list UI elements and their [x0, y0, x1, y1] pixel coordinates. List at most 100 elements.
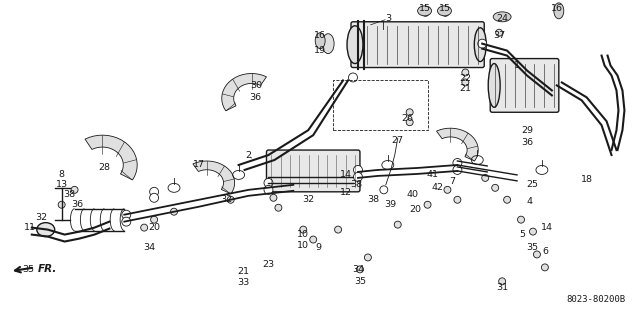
Text: FR.: FR. [38, 264, 57, 274]
Text: 8023-80200B: 8023-80200B [567, 295, 626, 304]
Circle shape [504, 196, 511, 203]
Text: 34: 34 [352, 265, 364, 274]
Text: 12: 12 [340, 188, 352, 197]
Polygon shape [436, 128, 478, 161]
Circle shape [518, 216, 525, 223]
Circle shape [227, 196, 234, 203]
Text: 22: 22 [460, 74, 471, 83]
Text: 13: 13 [56, 180, 68, 189]
Text: 2: 2 [246, 151, 252, 160]
Circle shape [310, 236, 317, 243]
Text: 20: 20 [148, 223, 160, 232]
Circle shape [453, 166, 462, 174]
FancyBboxPatch shape [490, 59, 559, 112]
Circle shape [364, 254, 371, 261]
Text: 10: 10 [297, 230, 309, 239]
Bar [333, 80, 428, 130]
Text: 38: 38 [350, 180, 362, 189]
Circle shape [444, 186, 451, 193]
Circle shape [122, 217, 131, 226]
Circle shape [406, 119, 413, 126]
Text: 36: 36 [72, 200, 84, 209]
Text: 32: 32 [221, 195, 233, 204]
Circle shape [353, 166, 362, 174]
Text: 28: 28 [99, 163, 111, 173]
Circle shape [170, 208, 177, 215]
Ellipse shape [474, 28, 486, 62]
Text: 16: 16 [314, 31, 326, 40]
Text: 24: 24 [496, 14, 508, 23]
Text: 31: 31 [496, 283, 508, 292]
Text: 9: 9 [315, 243, 321, 252]
Text: 20: 20 [410, 205, 422, 214]
Text: 8: 8 [59, 170, 65, 179]
Circle shape [300, 226, 307, 233]
Circle shape [264, 185, 273, 194]
Text: 38: 38 [63, 190, 76, 199]
Text: 5: 5 [519, 230, 525, 239]
Text: 15: 15 [438, 4, 451, 13]
Circle shape [150, 193, 159, 202]
Text: 32: 32 [302, 195, 314, 204]
Text: 17: 17 [193, 160, 205, 169]
Circle shape [270, 194, 277, 201]
Circle shape [58, 201, 65, 208]
Text: 39: 39 [385, 200, 397, 209]
Circle shape [462, 69, 469, 76]
Polygon shape [193, 161, 235, 194]
Text: 35: 35 [22, 265, 34, 274]
Text: 21: 21 [237, 267, 250, 276]
Circle shape [424, 201, 431, 208]
Text: 1: 1 [514, 61, 520, 70]
Text: 14: 14 [340, 170, 352, 179]
Circle shape [499, 278, 506, 285]
Circle shape [150, 187, 159, 196]
Ellipse shape [438, 6, 451, 16]
Text: 4: 4 [527, 197, 533, 206]
Text: 14: 14 [541, 223, 553, 232]
Circle shape [150, 216, 157, 223]
FancyBboxPatch shape [266, 150, 360, 192]
Circle shape [71, 186, 78, 193]
Circle shape [264, 178, 273, 187]
Ellipse shape [347, 26, 363, 63]
Circle shape [462, 79, 469, 86]
Circle shape [406, 109, 413, 116]
Ellipse shape [493, 12, 511, 22]
Text: 29: 29 [521, 126, 533, 135]
Circle shape [394, 221, 401, 228]
Ellipse shape [418, 6, 431, 16]
Text: 25: 25 [526, 180, 538, 189]
Circle shape [356, 266, 364, 273]
Circle shape [529, 228, 536, 235]
Text: 23: 23 [262, 260, 275, 269]
Text: 34: 34 [143, 243, 156, 252]
Text: 18: 18 [580, 175, 593, 184]
Text: 27: 27 [392, 136, 404, 145]
Circle shape [534, 251, 540, 258]
Circle shape [442, 9, 449, 16]
Circle shape [349, 73, 358, 82]
Text: 42: 42 [431, 183, 444, 192]
FancyBboxPatch shape [351, 22, 484, 68]
Text: 36: 36 [521, 137, 533, 147]
Text: 35: 35 [354, 277, 366, 286]
Text: 10: 10 [297, 241, 309, 250]
Text: 11: 11 [24, 223, 36, 232]
Text: 41: 41 [426, 170, 438, 179]
Ellipse shape [36, 223, 54, 237]
Ellipse shape [316, 33, 325, 48]
Text: 19: 19 [314, 46, 326, 55]
Circle shape [454, 196, 461, 203]
Text: 33: 33 [237, 278, 250, 287]
Text: 7: 7 [449, 177, 456, 186]
Text: 3: 3 [385, 14, 391, 23]
Text: 30: 30 [250, 81, 262, 90]
Text: 35: 35 [526, 243, 538, 252]
Circle shape [141, 224, 148, 231]
Polygon shape [85, 135, 137, 180]
Ellipse shape [554, 3, 564, 19]
Circle shape [478, 39, 487, 48]
Circle shape [482, 174, 489, 182]
Text: 38: 38 [367, 195, 379, 204]
